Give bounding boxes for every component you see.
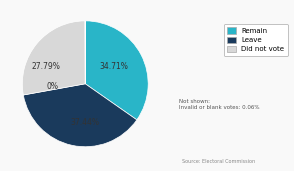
Text: 37.44%: 37.44%	[71, 118, 100, 127]
Text: Not shown:
Invalid or blank votes: 0.06%: Not shown: Invalid or blank votes: 0.06%	[179, 99, 260, 110]
Text: 34.71%: 34.71%	[99, 62, 128, 71]
Wedge shape	[85, 21, 148, 120]
Text: 27.79%: 27.79%	[32, 62, 61, 71]
Legend: Remain, Leave, Did not vote: Remain, Leave, Did not vote	[224, 24, 288, 56]
Text: Source: Electoral Commission: Source: Electoral Commission	[182, 159, 255, 164]
Wedge shape	[23, 84, 137, 147]
Text: 0%: 0%	[46, 82, 59, 91]
Wedge shape	[22, 21, 85, 95]
